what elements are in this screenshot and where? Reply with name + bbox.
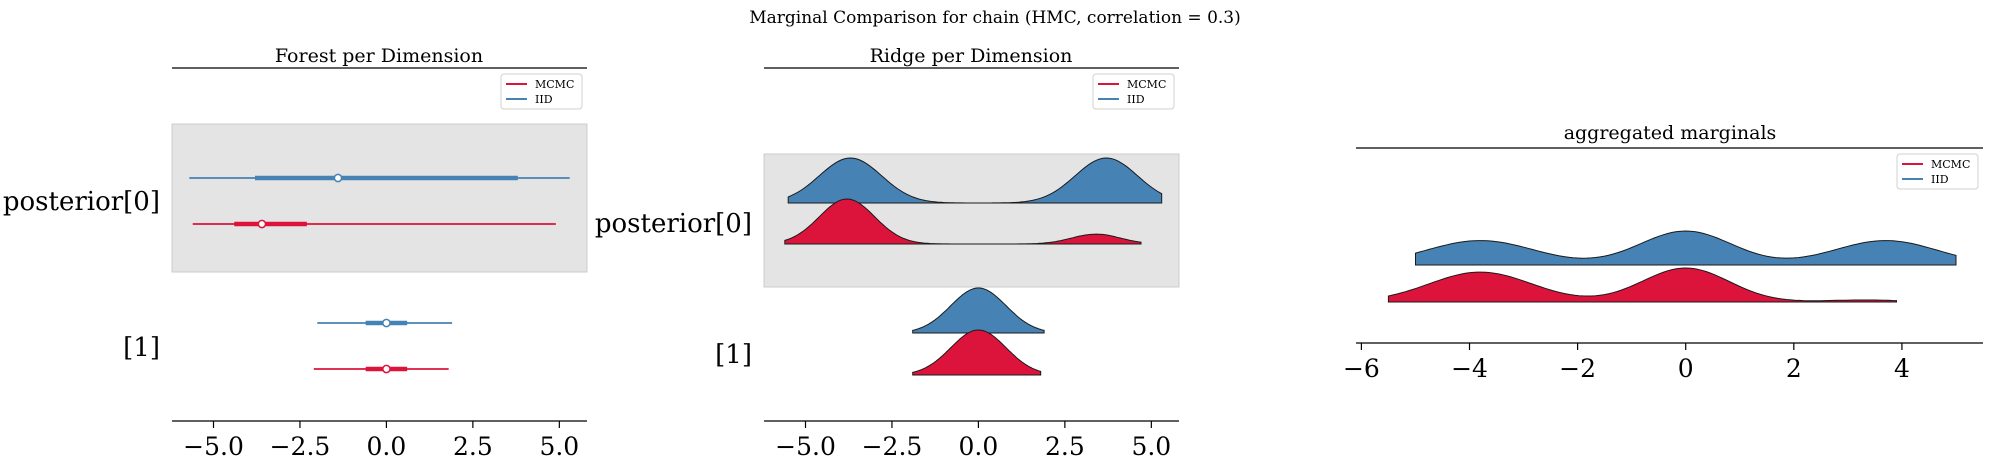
ridge-marks (784, 157, 1163, 376)
ridge-xtick-label: 5.0 (1131, 432, 1171, 461)
forest-xtick-label: 2.5 (453, 432, 493, 461)
forest-mcmc-dim-1-median (382, 364, 391, 374)
aggregated-xtick-label: −6 (1343, 354, 1380, 383)
forest-x-ticks: −5.0 −2.5 0.0 2.5 5.0 (183, 421, 579, 461)
forest-xtick-label: 5.0 (539, 432, 579, 461)
ridge-xtick-label: 0.0 (959, 432, 999, 461)
ridge-mcmc-dim-0-density (784, 198, 1142, 245)
forest-xtick-label: 0.0 (367, 432, 407, 461)
forest-ylabel-posterior-0: posterior[0] (3, 187, 160, 217)
ridge-ylabel-dim-1: [1] (715, 340, 752, 370)
aggregated-xtick-label: 0 (1678, 354, 1694, 383)
aggregated-legend: MCMC IID (1896, 153, 1979, 190)
ridge-legend-box (1092, 73, 1175, 110)
aggregated-legend-mcmc-label: MCMC (1931, 158, 1970, 171)
aggregated-mcmc-density (1387, 267, 1897, 303)
ridge-ylabel-posterior-0: posterior[0] (595, 209, 752, 239)
forest-panel-title: Forest per Dimension (275, 45, 483, 67)
aggregated-xtick-label: 4 (1894, 354, 1910, 383)
aggregated-marks (1387, 230, 1957, 303)
forest-mcmc-dim-0-median (257, 219, 267, 229)
ridge-mcmc-dim-1-density (912, 329, 1042, 376)
ridge-panel: Ridge per Dimension posterior[0] [1] −5.… (595, 45, 1180, 461)
ridge-xtick-label: 2.5 (1045, 432, 1085, 461)
forest-highlight-band (171, 123, 588, 273)
ridge-iid-dim-1-density (912, 287, 1045, 334)
forest-legend: MCMC IID (500, 73, 583, 110)
forest-ylabel-dim-1: [1] (123, 333, 160, 363)
ridge-legend: MCMC IID (1092, 73, 1175, 110)
forest-legend-mcmc-label: MCMC (535, 78, 574, 91)
ridge-xtick-label: −5.0 (775, 432, 836, 461)
ridge-x-ticks: −5.0 −2.5 0.0 2.5 5.0 (775, 421, 1171, 461)
ridge-panel-title: Ridge per Dimension (870, 45, 1073, 67)
ridge-xtick-label: −2.5 (862, 432, 923, 461)
aggregated-legend-box (1896, 153, 1979, 190)
aggregated-panel-title: aggregated marginals (1564, 122, 1777, 144)
aggregated-xtick-label: 2 (1786, 354, 1802, 383)
aggregated-panel: aggregated marginals −6 −4 −2 0 2 4 MCMC IID (1343, 122, 1983, 383)
forest-panel: Forest per Dimension posterior[0] [1] −5… (3, 45, 588, 461)
aggregated-xtick-label: −4 (1451, 354, 1488, 383)
ridge-iid-dim-0-density (787, 157, 1163, 204)
forest-legend-iid-label: IID (535, 93, 553, 106)
ridge-legend-iid-label: IID (1127, 93, 1145, 106)
aggregated-xtick-label: −2 (1559, 354, 1596, 383)
ridge-legend-mcmc-label: MCMC (1127, 78, 1166, 91)
forest-xtick-label: −5.0 (183, 432, 244, 461)
forest-xtick-label: −2.5 (270, 432, 331, 461)
figure-suptitle: Marginal Comparison for chain (HMC, corr… (749, 8, 1241, 28)
aggregated-x-ticks: −6 −4 −2 0 2 4 (1343, 343, 1910, 383)
aggregated-legend-iid-label: IID (1931, 173, 1949, 186)
forest-iid-dim-0-median (333, 173, 343, 183)
forest-iid-dim-1-median (382, 318, 391, 328)
aggregated-iid-density (1415, 230, 1957, 266)
forest-marks (189, 173, 570, 374)
forest-legend-box (500, 73, 583, 110)
